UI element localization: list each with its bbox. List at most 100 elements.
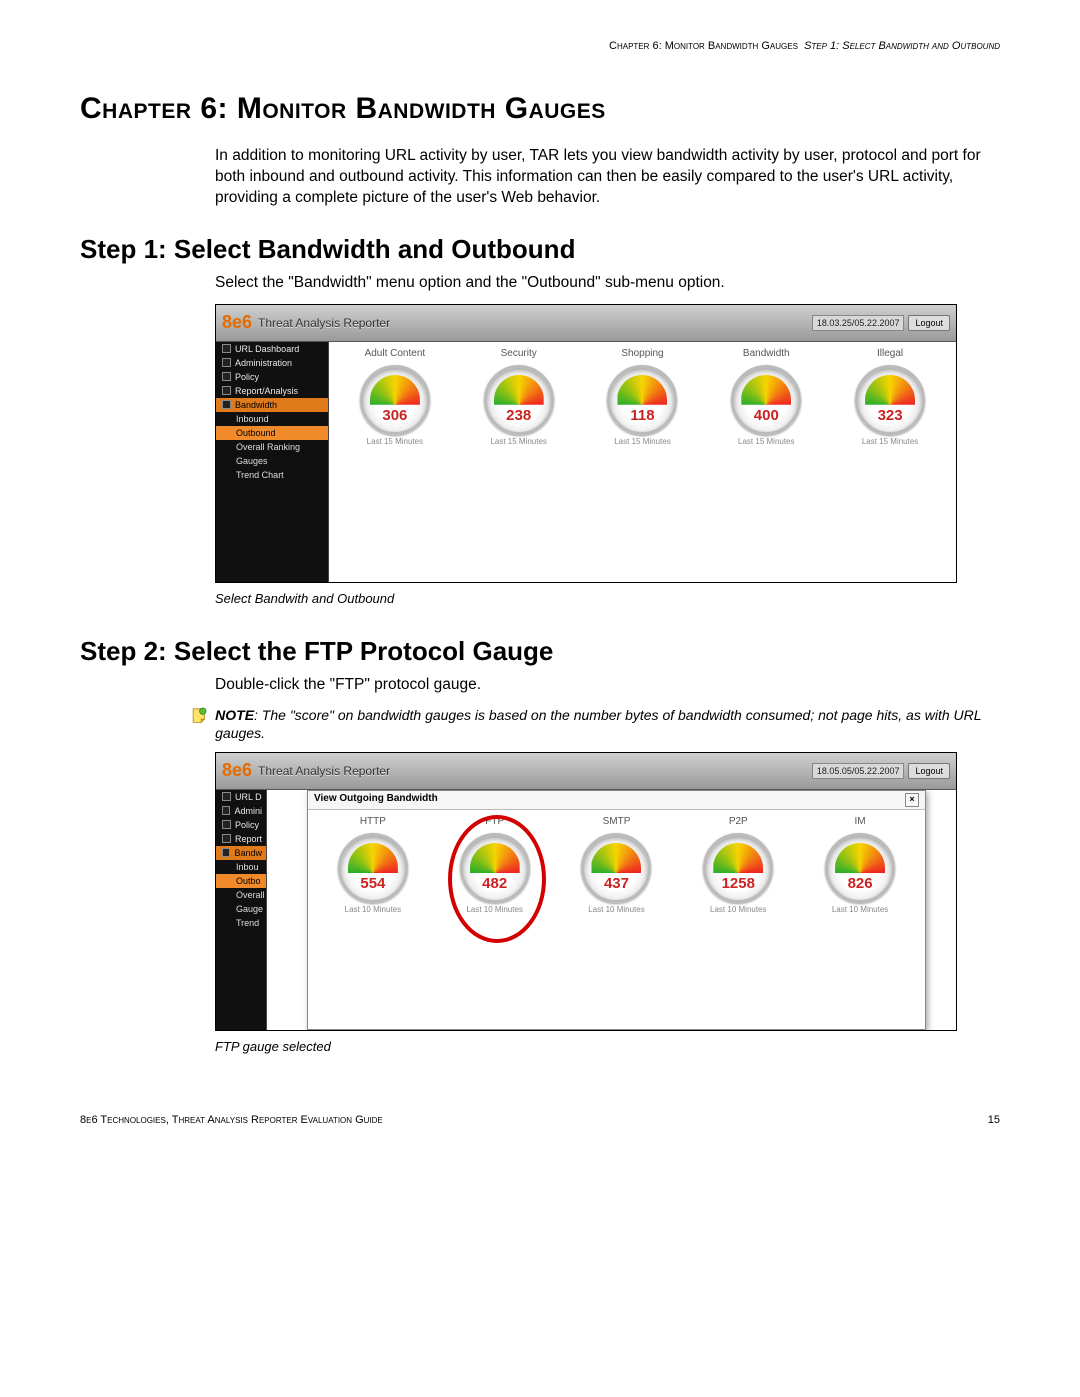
footer-right: 15 bbox=[988, 1114, 1000, 1126]
gauge-value: 118 bbox=[610, 407, 674, 424]
gauge-subtitle: Last 10 Minutes bbox=[323, 905, 423, 914]
sidebar-item[interactable]: Policy bbox=[216, 818, 266, 832]
gauge-dial: 118 bbox=[607, 365, 677, 435]
gauge[interactable]: P2P 1258 Last 10 Minutes bbox=[688, 816, 788, 914]
sidebar-item[interactable]: Outbound bbox=[216, 426, 328, 440]
sidebar-item[interactable]: Inbound bbox=[216, 412, 328, 426]
sidebar-item[interactable]: Gauge bbox=[216, 902, 266, 916]
app1-main: Adult Content306Last 15 MinutesSecurity2… bbox=[329, 342, 956, 582]
sidebar-icon bbox=[222, 820, 231, 829]
sidebar-item-label: Trend bbox=[236, 918, 259, 928]
gauge-value: 482 bbox=[463, 875, 527, 892]
step2-heading: Step 2: Select the FTP Protocol Gauge bbox=[80, 636, 1000, 667]
note-label: NOTE bbox=[215, 707, 254, 723]
gauge-value: 400 bbox=[734, 407, 798, 424]
sidebar-item[interactable]: Report bbox=[216, 832, 266, 846]
logout-button-2[interactable]: Logout bbox=[908, 763, 950, 779]
sidebar-item[interactable]: Bandw bbox=[216, 846, 266, 860]
gauge-title: P2P bbox=[688, 816, 788, 827]
gauge[interactable]: FTP482Last 10 Minutes bbox=[445, 816, 545, 914]
sidebar-item-label: Policy bbox=[235, 820, 259, 830]
gauge[interactable]: Shopping118Last 15 Minutes bbox=[592, 348, 692, 446]
page-footer: 8e6 Technologies, Threat Analysis Report… bbox=[80, 1114, 1000, 1126]
gauge[interactable]: Illegal323Last 15 Minutes bbox=[840, 348, 940, 446]
screenshot2: 8e6 Threat Analysis Reporter 18.05.05/05… bbox=[215, 752, 957, 1031]
sidebar-item-label: Report bbox=[235, 834, 262, 844]
sidebar-item-label: Bandwidth bbox=[235, 400, 277, 410]
gauge-dial: 323 bbox=[855, 365, 925, 435]
sidebar-item-label: Outbo bbox=[236, 876, 261, 886]
sidebar-item[interactable]: Overall Ranking bbox=[216, 440, 328, 454]
page-header: Chapter 6: Monitor Bandwidth Gauges Step… bbox=[80, 40, 1000, 52]
gauge-subtitle: Last 15 Minutes bbox=[592, 437, 692, 446]
sidebar-item[interactable]: Gauges bbox=[216, 454, 328, 468]
logout-button[interactable]: Logout bbox=[908, 315, 950, 331]
gauge-value: 437 bbox=[584, 875, 648, 892]
sidebar-item[interactable]: URL D bbox=[216, 790, 266, 804]
step-ref: Step 1: Select Bandwidth and Outbound bbox=[804, 40, 1000, 52]
gauge-value: 826 bbox=[828, 875, 892, 892]
sidebar-item-label: Outbound bbox=[236, 428, 276, 438]
gauge[interactable]: Adult Content306Last 15 Minutes bbox=[345, 348, 445, 446]
chapter-title: Chapter 6: Monitor Bandwidth Gauges bbox=[80, 92, 1000, 126]
sidebar-item[interactable]: Admini bbox=[216, 804, 266, 818]
app2-header: 8e6 Threat Analysis Reporter 18.05.05/05… bbox=[216, 753, 956, 790]
sidebar-item[interactable]: Overall bbox=[216, 888, 266, 902]
app1-sidebar: URL Dashboard Administration Policy Report/… bbox=[216, 342, 329, 582]
sidebar-item[interactable]: Trend Chart bbox=[216, 468, 328, 482]
screenshot1-caption: Select Bandwith and Outbound bbox=[215, 591, 1000, 606]
gauge-dial: 238 bbox=[484, 365, 554, 435]
sidebar-item-label: Administration bbox=[235, 358, 292, 368]
sidebar-icon bbox=[222, 400, 231, 409]
app2-sidebar: URL D Admini Policy Report Bandw Inbou Outbo Ov… bbox=[216, 790, 267, 1030]
sidebar-item-label: Bandw bbox=[234, 848, 262, 858]
sidebar-icon bbox=[222, 372, 231, 381]
note-body: : The "score" on bandwidth gauges is bas… bbox=[215, 707, 981, 741]
app1-title: Threat Analysis Reporter bbox=[258, 316, 390, 330]
sidebar-item[interactable]: Policy bbox=[216, 370, 328, 384]
sidebar-item[interactable]: Administration bbox=[216, 356, 328, 370]
gauge-dial: 826 bbox=[825, 833, 895, 903]
sidebar-item-label: Admini bbox=[234, 806, 262, 816]
app1-timestamp: 18.03.25/05.22.2007 bbox=[812, 315, 905, 331]
gauge-value: 554 bbox=[341, 875, 405, 892]
gauge-dial: 554 bbox=[338, 833, 408, 903]
sidebar-item-label: Inbou bbox=[236, 862, 259, 872]
note-row: NOTE: The "score" on bandwidth gauges is… bbox=[190, 706, 1000, 742]
sidebar-item-label: Inbound bbox=[236, 414, 269, 424]
sidebar-item-label: Gauge bbox=[236, 904, 263, 914]
sidebar-item[interactable]: Trend bbox=[216, 916, 266, 930]
sidebar-item[interactable]: Report/Analysis bbox=[216, 384, 328, 398]
screenshot1: 8e6 Threat Analysis Reporter 18.03.25/05… bbox=[215, 304, 957, 583]
sub-window: View Outgoing Bandwidth × HTTP 554 Last 10… bbox=[307, 790, 926, 1030]
sidebar-item-label: Overall bbox=[236, 890, 265, 900]
close-icon[interactable]: × bbox=[905, 793, 919, 807]
sidebar-item-label: Policy bbox=[235, 372, 259, 382]
sidebar-item[interactable]: Bandwidth bbox=[216, 398, 328, 412]
screenshot2-caption: FTP gauge selected bbox=[215, 1039, 1000, 1054]
sidebar-item[interactable]: Inbou bbox=[216, 860, 266, 874]
gauge-subtitle: Last 15 Minutes bbox=[716, 437, 816, 446]
gauge[interactable]: SMTP 437 Last 10 Minutes bbox=[566, 816, 666, 914]
sidebar-item[interactable]: URL Dashboard bbox=[216, 342, 328, 356]
note-icon bbox=[190, 706, 209, 726]
sidebar-item-label: Gauges bbox=[236, 456, 268, 466]
sidebar-item-label: Overall Ranking bbox=[236, 442, 300, 452]
gauge[interactable]: Security238Last 15 Minutes bbox=[469, 348, 569, 446]
sidebar-item[interactable]: Outbo bbox=[216, 874, 266, 888]
gauge[interactable]: Bandwidth400Last 15 Minutes bbox=[716, 348, 816, 446]
gauge[interactable]: HTTP 554 Last 10 Minutes bbox=[323, 816, 423, 914]
gauge-value: 306 bbox=[363, 407, 427, 424]
sidebar-icon bbox=[222, 386, 231, 395]
gauge-value: 1258 bbox=[706, 875, 770, 892]
gauge-title: HTTP bbox=[323, 816, 423, 827]
sidebar-icon bbox=[222, 848, 230, 857]
gauge-subtitle: Last 10 Minutes bbox=[566, 905, 666, 914]
app2-title: Threat Analysis Reporter bbox=[258, 764, 390, 778]
gauge-subtitle: Last 10 Minutes bbox=[688, 905, 788, 914]
step2-body: Double-click the "FTP" protocol gauge. bbox=[215, 675, 1000, 696]
gauge[interactable]: IM826Last 10 Minutes bbox=[810, 816, 910, 914]
sub-title-text: View Outgoing Bandwidth bbox=[314, 793, 438, 807]
gauge-title: SMTP bbox=[566, 816, 666, 827]
app2-logo: 8e6 bbox=[222, 760, 252, 781]
